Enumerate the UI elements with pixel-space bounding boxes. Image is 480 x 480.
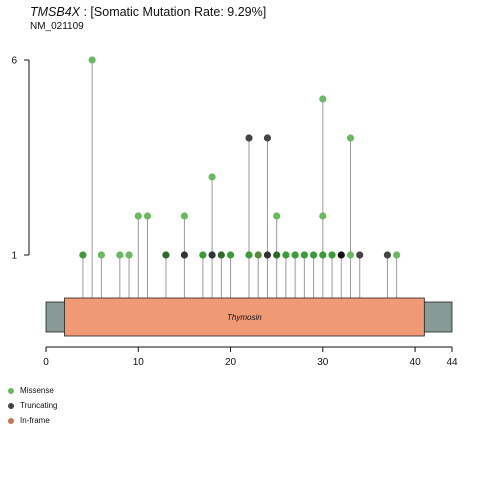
x-tick-label: 0 [43, 357, 49, 368]
mutation-point [180, 251, 189, 259]
x-tick-label: 44 [446, 357, 458, 368]
mutation-point [245, 251, 253, 259]
mutation-point [328, 251, 336, 259]
domain-thymosin [64, 297, 425, 337]
x-tick-label: 10 [133, 357, 145, 368]
mutation-rate-text: : [Somatic Mutation Rate: 9.29%] [80, 5, 267, 19]
mutation-point [180, 212, 189, 220]
mutation-point [88, 56, 96, 64]
mutation-point [79, 251, 87, 259]
gene-name: TMSB4X [30, 5, 81, 19]
mutation-point [319, 95, 327, 103]
mutation-point [300, 251, 308, 259]
mutation-point [263, 251, 272, 259]
mutation-point [393, 251, 401, 259]
y-tick-label: 6 [11, 56, 17, 67]
legend-label: In-frame [20, 416, 50, 425]
mutation-point [226, 251, 235, 259]
mutation-point [254, 251, 262, 259]
mutation-point [199, 251, 207, 259]
mutation-point [125, 251, 133, 259]
legend-label: Missense [20, 386, 54, 395]
lollipop-stems [82, 60, 398, 302]
mutation-point [273, 251, 281, 259]
legend-swatch [8, 387, 14, 394]
mutation-point [134, 212, 142, 220]
mutation-point [346, 134, 355, 142]
legend-swatch [8, 417, 14, 424]
legend-item-truncating: Truncating [8, 398, 58, 413]
mutation-point [143, 212, 152, 220]
domain-label: Thymosin [227, 313, 262, 322]
x-tick-label: 40 [410, 357, 422, 368]
legend-label: Truncating [20, 401, 58, 410]
mutation-point [291, 251, 299, 259]
x-tick-label: 30 [317, 357, 329, 368]
mutation-point [217, 251, 225, 259]
chart-title: TMSB4X : [Somatic Mutation Rate: 9.29%] [30, 5, 266, 19]
x-axis: 0 10 20 30 40 44 [43, 346, 458, 368]
lollipop-heads [79, 56, 401, 259]
mutation-point [319, 212, 327, 220]
mutation-point [383, 251, 392, 259]
mutation-point [337, 251, 345, 259]
mutation-point [273, 212, 281, 220]
mutation-point [116, 251, 124, 259]
mutation-point [162, 251, 170, 259]
legend-item-missense: Missense [8, 383, 58, 398]
protein-track: Thymosin [45, 297, 453, 337]
mutation-point [263, 134, 272, 142]
transcript-id: NM_021109 [30, 21, 84, 32]
mutation-point [309, 251, 318, 259]
mutation-point [356, 251, 364, 259]
y-tick-label: 1 [11, 251, 17, 262]
mutation-point [245, 134, 253, 142]
legend: Missense Truncating In-frame [8, 383, 58, 428]
mutation-point [208, 251, 216, 259]
mutation-point [346, 251, 355, 259]
y-axis: 16 [11, 56, 30, 262]
mutation-point [319, 251, 327, 259]
mutation-point [208, 173, 216, 181]
mutation-point [97, 251, 105, 259]
legend-swatch [8, 402, 14, 409]
x-tick-label: 20 [225, 357, 237, 368]
mutation-point [282, 251, 290, 259]
legend-item-in-frame: In-frame [8, 413, 58, 428]
